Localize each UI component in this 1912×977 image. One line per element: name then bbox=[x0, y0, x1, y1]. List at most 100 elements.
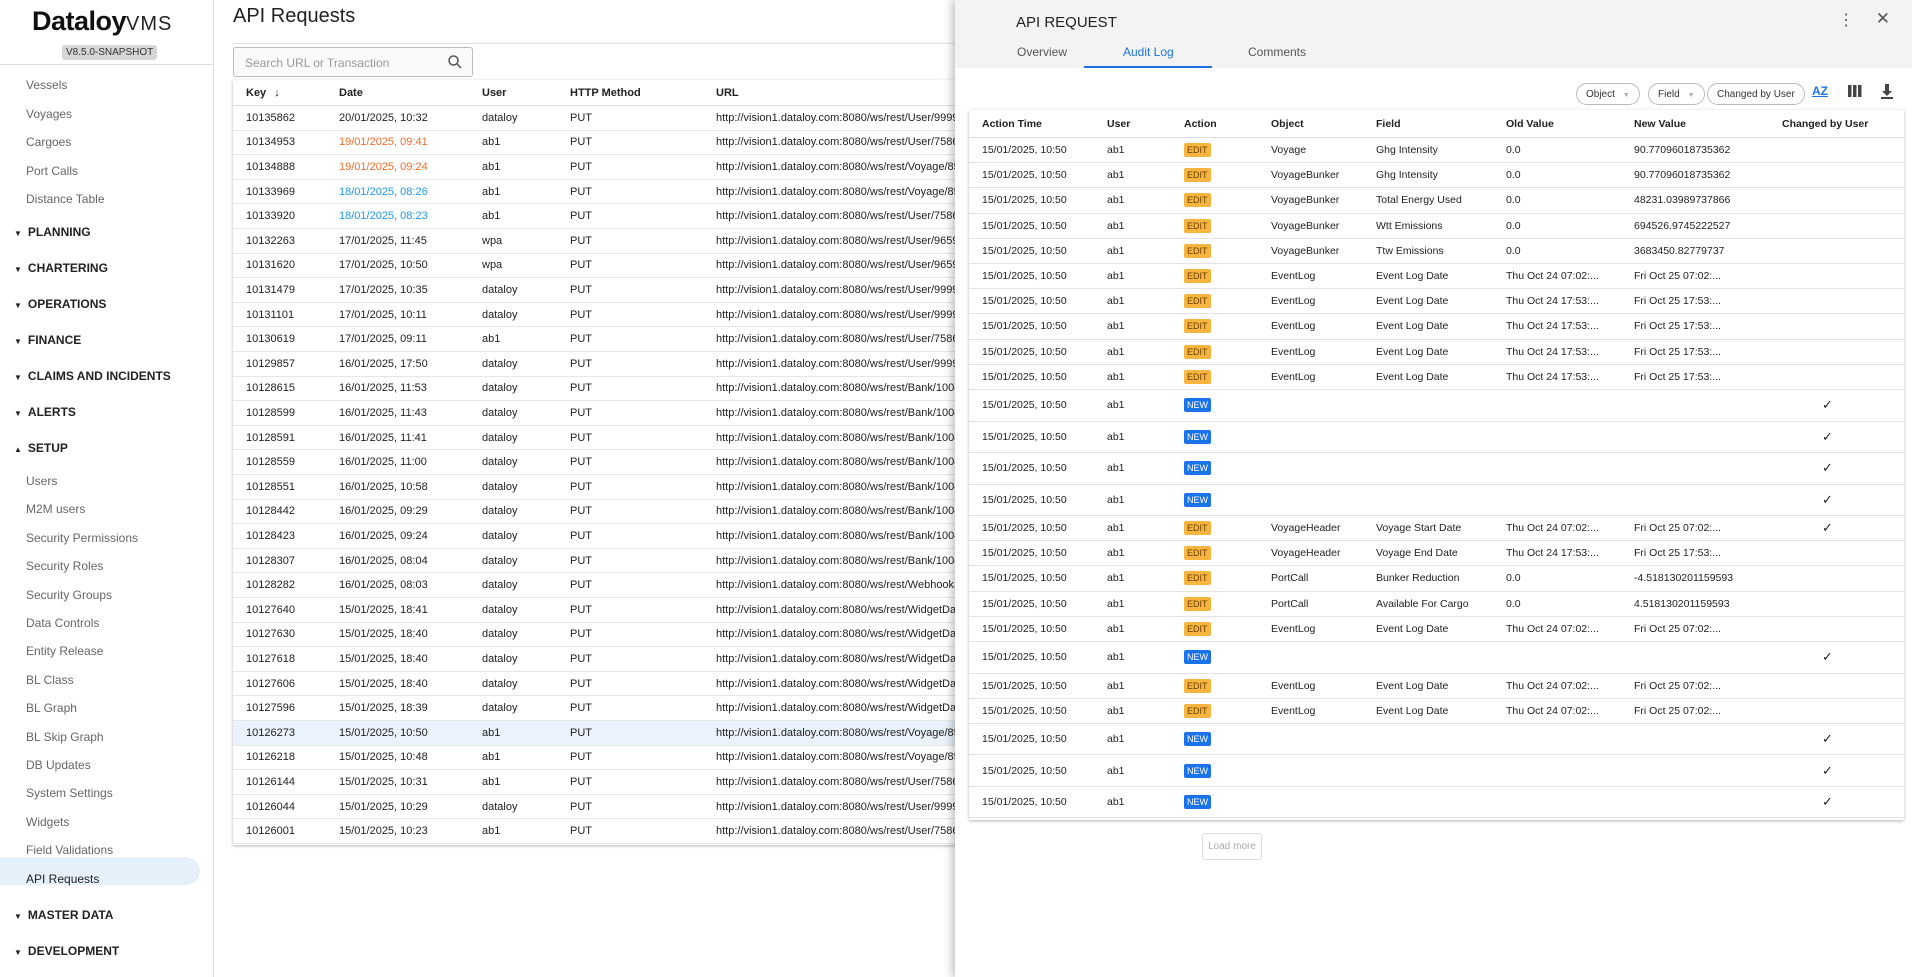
audit-row[interactable]: 15/01/2025, 10:50 ab1 EDIT EventLog Event Lo… bbox=[969, 264, 1904, 290]
table-row[interactable]: 10133920 18/01/2025, 08:23 ab1 PUT http://vi… bbox=[233, 204, 993, 229]
table-row[interactable]: 10128551 16/01/2025, 10:58 dataloy PUT http:… bbox=[233, 475, 993, 500]
sidebar-item-security-roles[interactable]: Security Roles bbox=[26, 559, 104, 574]
sidebar-item-vessels[interactable]: Vessels bbox=[26, 78, 68, 92]
sidebar-item-api-requests[interactable]: API Requests bbox=[26, 871, 100, 886]
table-row[interactable]: 10127640 15/01/2025, 18:41 dataloy PUT http:… bbox=[233, 598, 993, 623]
changed-by-user-filter[interactable]: Changed by User bbox=[1707, 83, 1805, 105]
audit-row[interactable]: 15/01/2025, 10:50 ab1 NEW ✓ bbox=[969, 485, 1904, 516]
search-icon[interactable] bbox=[446, 53, 464, 71]
table-row[interactable]: 10128591 16/01/2025, 11:41 dataloy PUT http:… bbox=[233, 426, 993, 451]
sidebar-section-chartering[interactable]: ▼ CHARTERING bbox=[14, 261, 108, 275]
column-header-http-method[interactable]: HTTP Method bbox=[570, 87, 641, 99]
table-row[interactable]: 10128615 16/01/2025, 11:53 dataloy PUT http:… bbox=[233, 377, 993, 402]
table-row[interactable]: 10128307 16/01/2025, 08:04 dataloy PUT http:… bbox=[233, 549, 993, 574]
table-row[interactable]: 10127618 15/01/2025, 18:40 dataloy PUT http:… bbox=[233, 647, 993, 672]
table-row[interactable]: 10130619 17/01/2025, 09:11 ab1 PUT http://vi… bbox=[233, 327, 993, 352]
sidebar-item-widgets[interactable]: Widgets bbox=[26, 814, 70, 829]
column-header-new-value[interactable]: New Value bbox=[1634, 117, 1686, 130]
search-input[interactable]: Search URL or Transaction bbox=[233, 47, 473, 77]
column-header-date[interactable]: Date bbox=[339, 87, 363, 99]
column-header-object[interactable]: Object bbox=[1271, 117, 1304, 130]
sidebar-section-claims-and-incidents[interactable]: ▼ CLAIMS AND INCIDENTS bbox=[14, 369, 171, 383]
sidebar-item-security-groups[interactable]: Security Groups bbox=[26, 587, 113, 602]
audit-row[interactable]: 15/01/2025, 10:50 ab1 NEW ✓ bbox=[969, 642, 1904, 674]
audit-row[interactable]: 15/01/2025, 10:50 ab1 EDIT EventLog Event Lo… bbox=[969, 674, 1904, 699]
sidebar-section-master-data[interactable]: ▼ MASTER DATA bbox=[14, 908, 113, 922]
sidebar-item-distance-table[interactable]: Distance Table bbox=[26, 192, 105, 207]
table-row[interactable]: 10126273 15/01/2025, 10:50 ab1 PUT http://vi… bbox=[233, 721, 993, 746]
table-row[interactable]: 10126218 15/01/2025, 10:48 ab1 PUT http://vi… bbox=[233, 746, 993, 771]
audit-row[interactable]: 15/01/2025, 10:50 ab1 EDIT PortCall Availabl… bbox=[969, 592, 1904, 617]
sidebar-item-system-settings[interactable]: System Settings bbox=[26, 786, 113, 801]
sidebar-section-alerts[interactable]: ▼ ALERTS bbox=[14, 405, 76, 419]
audit-row[interactable]: 15/01/2025, 10:50 ab1 EDIT Voyage Ghg Intens… bbox=[969, 138, 1904, 164]
sidebar-item-security-permissions[interactable]: Security Permissions bbox=[26, 530, 139, 545]
table-row[interactable]: 10127606 15/01/2025, 18:40 dataloy PUT http:… bbox=[233, 672, 993, 697]
sort-arrow-down-icon[interactable]: ↓ bbox=[274, 86, 280, 99]
column-header-user[interactable]: User bbox=[1107, 117, 1131, 130]
column-header-url[interactable]: URL bbox=[716, 87, 739, 99]
column-header-key[interactable]: Key ↓ bbox=[246, 87, 280, 99]
table-row[interactable]: 10131620 17/01/2025, 10:50 wpa PUT http://vi… bbox=[233, 254, 993, 279]
sidebar-section-planning[interactable]: ▼ PLANNING bbox=[14, 225, 91, 239]
audit-row[interactable]: 15/01/2025, 10:50 ab1 EDIT EventLog Event Lo… bbox=[969, 699, 1904, 724]
field-filter[interactable]: Field ▼ bbox=[1648, 83, 1705, 105]
audit-row[interactable]: 15/01/2025, 10:50 ab1 EDIT VoyageBunker Wtt … bbox=[969, 214, 1904, 239]
column-header-action[interactable]: Action bbox=[1184, 117, 1217, 130]
load-more-button[interactable]: Load more bbox=[1202, 833, 1262, 860]
tab-overview[interactable]: Overview bbox=[1017, 45, 1068, 59]
audit-row[interactable]: 15/01/2025, 10:50 ab1 NEW ✓ bbox=[969, 422, 1904, 453]
audit-row[interactable]: 15/01/2025, 10:50 ab1 NEW ✓ bbox=[969, 787, 1904, 819]
sidebar-item-bl-graph[interactable]: BL Graph bbox=[26, 701, 77, 716]
audit-row[interactable]: 15/01/2025, 10:50 ab1 EDIT VoyageBunker Ghg … bbox=[969, 163, 1904, 189]
table-row[interactable]: 10132263 17/01/2025, 11:45 wpa PUT http://vi… bbox=[233, 229, 993, 254]
audit-row[interactable]: 15/01/2025, 10:50 ab1 EDIT EventLog Event Lo… bbox=[969, 314, 1904, 340]
table-row[interactable]: 10127596 15/01/2025, 18:39 dataloy PUT http:… bbox=[233, 696, 993, 721]
column-header-old-value[interactable]: Old Value bbox=[1506, 117, 1554, 130]
tab-comments[interactable]: Comments bbox=[1248, 45, 1307, 59]
audit-row[interactable]: 15/01/2025, 10:50 ab1 EDIT PortCall Bunker R… bbox=[969, 566, 1904, 592]
audit-row[interactable]: 15/01/2025, 10:50 ab1 EDIT EventLog Event Lo… bbox=[969, 365, 1904, 390]
sidebar-section-finance[interactable]: ▼ FINANCE bbox=[14, 333, 81, 347]
sidebar-item-entity-release[interactable]: Entity Release bbox=[26, 644, 104, 659]
table-row[interactable]: 10127630 15/01/2025, 18:40 dataloy PUT http:… bbox=[233, 623, 993, 648]
audit-row[interactable]: 15/01/2025, 10:50 ab1 NEW ✓ bbox=[969, 724, 1904, 756]
sidebar-item-db-updates[interactable]: DB Updates bbox=[26, 758, 91, 772]
sidebar-item-data-controls[interactable]: Data Controls bbox=[26, 616, 100, 630]
sidebar-item-voyages[interactable]: Voyages bbox=[26, 106, 73, 121]
sidebar-item-m2m-users[interactable]: M2M users bbox=[26, 502, 86, 517]
close-icon[interactable]: ✕ bbox=[1875, 9, 1890, 28]
audit-row[interactable]: 15/01/2025, 10:50 ab1 EDIT VoyageBunker Tota… bbox=[969, 188, 1904, 214]
sidebar-item-users[interactable]: Users bbox=[26, 474, 58, 488]
audit-row[interactable]: 15/01/2025, 10:50 ab1 EDIT EventLog Event Lo… bbox=[969, 617, 1904, 642]
column-header-changed-by-user[interactable]: Changed by User bbox=[1782, 117, 1869, 130]
audit-row[interactable]: 15/01/2025, 10:50 ab1 EDIT VoyageBunker Ttw … bbox=[969, 239, 1904, 264]
sidebar-section-operations[interactable]: ▼ OPERATIONS bbox=[14, 297, 106, 311]
table-row[interactable]: 10134888 19/01/2025, 09:24 ab1 PUT http://vi… bbox=[233, 155, 993, 180]
more-vert-icon[interactable]: ⋮ bbox=[1838, 12, 1854, 29]
table-row[interactable]: 10135862 20/01/2025, 10:32 dataloy PUT http:… bbox=[233, 106, 993, 131]
audit-row[interactable]: 15/01/2025, 10:50 ab1 NEW ✓ bbox=[969, 453, 1904, 485]
sort-az-icon[interactable]: AZ bbox=[1812, 84, 1828, 98]
audit-row[interactable]: 15/01/2025, 10:50 ab1 EDIT VoyageHeader Voya… bbox=[969, 516, 1904, 542]
columns-icon[interactable] bbox=[1848, 84, 1862, 101]
audit-row[interactable]: 15/01/2025, 10:50 ab1 EDIT EventLog Event Lo… bbox=[969, 289, 1904, 315]
audit-row[interactable]: 15/01/2025, 10:50 ab1 EDIT VoyageHeader Voya… bbox=[969, 541, 1904, 567]
table-row[interactable]: 10126144 15/01/2025, 10:31 ab1 PUT http://vi… bbox=[233, 770, 993, 795]
column-header-field[interactable]: Field bbox=[1376, 117, 1401, 130]
audit-row[interactable]: 15/01/2025, 10:50 ab1 NEW ✓ bbox=[969, 390, 1904, 422]
download-icon[interactable] bbox=[1880, 84, 1894, 103]
sidebar-section-development[interactable]: ▼ DEVELOPMENT bbox=[14, 944, 119, 958]
table-row[interactable]: 10128442 16/01/2025, 09:29 dataloy PUT http:… bbox=[233, 500, 993, 525]
sidebar-section-setup[interactable]: ▲ SETUP bbox=[14, 441, 68, 455]
sidebar-item-bl-class[interactable]: BL Class bbox=[26, 672, 74, 687]
table-row[interactable]: 10128599 16/01/2025, 11:43 dataloy PUT http:… bbox=[233, 401, 993, 426]
table-row[interactable]: 10126001 15/01/2025, 10:23 ab1 PUT http://vi… bbox=[233, 819, 993, 844]
sidebar-item-port-calls[interactable]: Port Calls bbox=[26, 163, 79, 178]
table-row[interactable]: 10131479 17/01/2025, 10:35 dataloy PUT http:… bbox=[233, 278, 993, 303]
audit-row[interactable]: 15/01/2025, 10:50 ab1 NEW ✓ bbox=[969, 755, 1904, 787]
table-row[interactable]: 10133969 18/01/2025, 08:26 ab1 PUT http://vi… bbox=[233, 180, 993, 205]
table-row[interactable]: 10129857 16/01/2025, 17:50 dataloy PUT http:… bbox=[233, 352, 993, 377]
audit-row[interactable]: 15/01/2025, 10:50 ab1 EDIT EventLog Event Lo… bbox=[969, 340, 1904, 365]
tab-audit-log[interactable]: Audit Log bbox=[1123, 45, 1174, 59]
